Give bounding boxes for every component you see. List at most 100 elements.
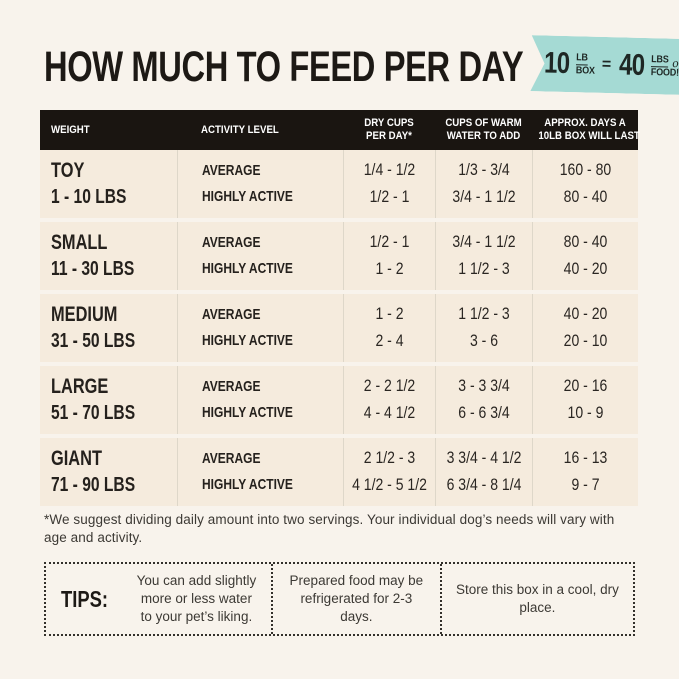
activity-cell: AVERAGE HIGHLY ACTIVE — [177, 150, 343, 218]
column-header-activity-level: ACTIVITY LEVEL — [201, 123, 279, 136]
badge-box-quantity: 10 — [544, 46, 571, 81]
activity-highly-active: HIGHLY ACTIVE — [202, 332, 293, 349]
dry-cups-average: 1/2 - 1 — [369, 233, 410, 251]
dry-cups-average: 1/4 - 1/2 — [363, 161, 416, 179]
badge-box-unit: LB BOX — [575, 53, 597, 77]
weight-cell: GIANT 71 - 90 LBS — [40, 438, 177, 506]
activity-average: AVERAGE — [202, 306, 261, 323]
dry-cups-active: 1 - 2 — [375, 260, 404, 278]
dry-cups-average: 1 - 2 — [375, 305, 404, 323]
weight-cell: MEDIUM 31 - 50 LBS — [40, 294, 177, 362]
water-cell: 3 - 3 3/4 6 - 6 3/4 — [435, 366, 532, 434]
tip-water-adjustment: You can add slightly more or less water … — [136, 573, 257, 624]
activity-cell: AVERAGE HIGHLY ACTIVE — [177, 222, 343, 290]
water-active: 6 3/4 - 8 1/4 — [446, 476, 522, 494]
table-row-small: SMALL 11 - 30 LBS AVERAGE HIGHLY ACTIVE … — [40, 222, 638, 290]
table-row-large: LARGE 51 - 70 LBS AVERAGE HIGHLY ACTIVE … — [40, 366, 638, 434]
dry-cups-active: 4 1/2 - 5 1/2 — [352, 476, 427, 494]
table-header-row: WEIGHT ACTIVITY LEVEL DRY CUPS PER DAY* … — [40, 110, 640, 150]
weight-size: GIANT — [51, 447, 102, 470]
dry-cups-active: 1/2 - 1 — [369, 188, 410, 206]
column-header-days-box-lasts: APPROX. DAYS A 10LB BOX WILL LAST — [538, 117, 640, 142]
dry-cups-active: 4 - 4 1/2 — [363, 404, 416, 422]
days-cell: 80 - 40 40 - 20 — [532, 222, 638, 290]
badge-lbs-label: LBS — [650, 54, 669, 66]
days-average: 80 - 40 — [563, 233, 608, 251]
activity-average: AVERAGE — [202, 234, 261, 251]
water-average: 3 3/4 - 4 1/2 — [446, 449, 522, 467]
days-active: 9 - 7 — [571, 476, 600, 494]
dry-cups-cell: 1 - 2 2 - 4 — [343, 294, 435, 362]
weight-range: 71 - 90 LBS — [51, 474, 136, 496]
water-cell: 3/4 - 1 1/2 1 1/2 - 3 — [435, 222, 532, 290]
weight-size: LARGE — [51, 375, 109, 398]
activity-average: AVERAGE — [202, 378, 261, 395]
activity-cell: AVERAGE HIGHLY ACTIVE — [177, 294, 343, 362]
days-cell: 40 - 20 20 - 10 — [532, 294, 638, 362]
days-average: 160 - 80 — [559, 161, 612, 179]
water-average: 3 - 3 3/4 — [458, 377, 510, 395]
tip-storage: Store this box in a cool, dry place. — [439, 564, 633, 634]
water-active: 3/4 - 1 1/2 — [452, 188, 516, 206]
activity-cell: AVERAGE HIGHLY ACTIVE — [177, 366, 343, 434]
days-average: 20 - 16 — [563, 377, 608, 395]
badge-food-unit: LBS of FOOD! — [650, 55, 679, 79]
activity-highly-active: HIGHLY ACTIVE — [202, 476, 293, 493]
water-average: 1/3 - 3/4 — [458, 161, 510, 179]
dry-cups-average: 2 - 2 1/2 — [363, 377, 416, 395]
days-active: 40 - 20 — [563, 260, 608, 278]
table-row-medium: MEDIUM 31 - 50 LBS AVERAGE HIGHLY ACTIVE… — [40, 294, 638, 362]
days-cell: 16 - 13 9 - 7 — [532, 438, 638, 506]
tips-label: TIPS: — [61, 585, 109, 612]
activity-cell: AVERAGE HIGHLY ACTIVE — [177, 438, 343, 506]
weight-cell: SMALL 11 - 30 LBS — [40, 222, 177, 290]
water-average: 1 1/2 - 3 — [458, 305, 510, 323]
water-active: 6 - 6 3/4 — [458, 404, 510, 422]
water-average: 3/4 - 1 1/2 — [452, 233, 516, 251]
dry-cups-cell: 2 1/2 - 3 4 1/2 - 5 1/2 — [343, 438, 435, 506]
page-title: HOW MUCH TO FEED PER DAY — [44, 43, 524, 91]
days-cell: 160 - 80 80 - 40 — [532, 150, 638, 218]
weight-range: 31 - 50 LBS — [51, 330, 136, 352]
table-row-toy: TOY 1 - 10 LBS AVERAGE HIGHLY ACTIVE 1/4… — [40, 150, 638, 218]
dry-cups-cell: 1/4 - 1/2 1/2 - 1 — [343, 150, 435, 218]
column-header-weight: WEIGHT — [51, 123, 90, 136]
column-header-warm-water: CUPS OF WARM WATER TO ADD — [445, 117, 522, 142]
serving-footnote: *We suggest dividing daily amount into t… — [44, 512, 615, 545]
water-cell: 3 3/4 - 4 1/2 6 3/4 - 8 1/4 — [435, 438, 532, 506]
weight-range: 1 - 10 LBS — [51, 186, 127, 208]
box-conversion-badge: 10 LB BOX = 40 LBS of FOOD! — [530, 35, 679, 95]
activity-highly-active: HIGHLY ACTIVE — [202, 260, 293, 277]
activity-average: AVERAGE — [202, 450, 261, 467]
water-active: 3 - 6 — [469, 332, 499, 350]
badge-food-label: FOOD! — [650, 67, 679, 79]
weight-size: TOY — [51, 159, 85, 182]
activity-highly-active: HIGHLY ACTIVE — [202, 404, 293, 421]
tip-refrigeration: Prepared food may be refrigerated for 2-… — [270, 564, 440, 634]
water-cell: 1 1/2 - 3 3 - 6 — [435, 294, 532, 362]
table-row-giant: GIANT 71 - 90 LBS AVERAGE HIGHLY ACTIVE … — [40, 438, 638, 506]
weight-cell: TOY 1 - 10 LBS — [40, 150, 177, 218]
dry-cups-cell: 2 - 2 1/2 4 - 4 1/2 — [343, 366, 435, 434]
activity-average: AVERAGE — [202, 162, 261, 179]
water-active: 1 1/2 - 3 — [458, 260, 510, 278]
dry-cups-average: 2 1/2 - 3 — [363, 449, 416, 467]
days-average: 16 - 13 — [563, 449, 608, 467]
weight-size: MEDIUM — [51, 303, 118, 326]
badge-food-quantity: 40 — [618, 48, 645, 82]
weight-cell: LARGE 51 - 70 LBS — [40, 366, 177, 434]
badge-equals-sign: = — [601, 55, 612, 74]
column-header-dry-cups: DRY CUPS PER DAY* — [364, 117, 414, 142]
badge-box-label: BOX — [575, 65, 595, 77]
days-average: 40 - 20 — [563, 305, 608, 323]
dry-cups-active: 2 - 4 — [375, 332, 404, 350]
days-active: 10 - 9 — [567, 404, 604, 422]
table-body: TOY 1 - 10 LBS AVERAGE HIGHLY ACTIVE 1/4… — [40, 150, 638, 510]
badge-lb-label: LB — [575, 52, 588, 64]
days-active: 20 - 10 — [563, 332, 608, 350]
weight-size: SMALL — [51, 231, 108, 254]
tips-box: TIPS: You can add slightly more or less … — [44, 562, 635, 636]
days-cell: 20 - 16 10 - 9 — [532, 366, 638, 434]
days-active: 80 - 40 — [563, 188, 608, 206]
